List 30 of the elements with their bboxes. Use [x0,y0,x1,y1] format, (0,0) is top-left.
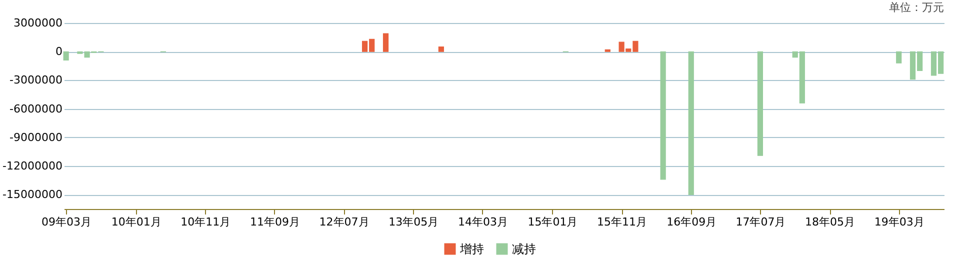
x-tick-label: 11年09月 [250,216,300,228]
y-tick-label: 3000000 [14,16,62,30]
bar [757,51,763,156]
y-tick-label: 0 [56,45,62,58]
y-tick-label: -12000000 [2,160,62,173]
x-tick-label: 14年03月 [458,216,508,228]
bar [382,33,389,52]
legend-label: 减持 [512,242,536,256]
y-tick-label: -6000000 [10,102,62,116]
x-tick-label: 15年01月 [528,216,578,228]
y-tick-label: -9000000 [10,130,62,144]
legend-label: 增持 [459,242,484,256]
x-tick-label: 09年03月 [42,216,92,228]
x-tick-label: 13年05月 [388,216,439,228]
x-tick-label: 16年09月 [666,216,717,228]
bar [688,51,694,195]
x-tick-label: 18年05月 [805,216,856,228]
x-tick-label: 17年07月 [736,216,786,228]
bar [896,51,902,64]
bar [63,51,69,60]
x-tick-label: 10年11月 [180,216,231,228]
bar [438,46,444,52]
x-tick-label: 19年03月 [874,216,924,228]
x-tick-label: 15年11月 [597,216,648,228]
y-tick-label: -15000000 [2,188,62,202]
y-tick-label: -3000000 [10,74,62,87]
x-tick-label: 12年07月 [319,216,370,228]
bar [660,51,666,180]
x-tick-label: 10年01月 [111,216,162,228]
text: 单位：万元 [889,1,944,14]
